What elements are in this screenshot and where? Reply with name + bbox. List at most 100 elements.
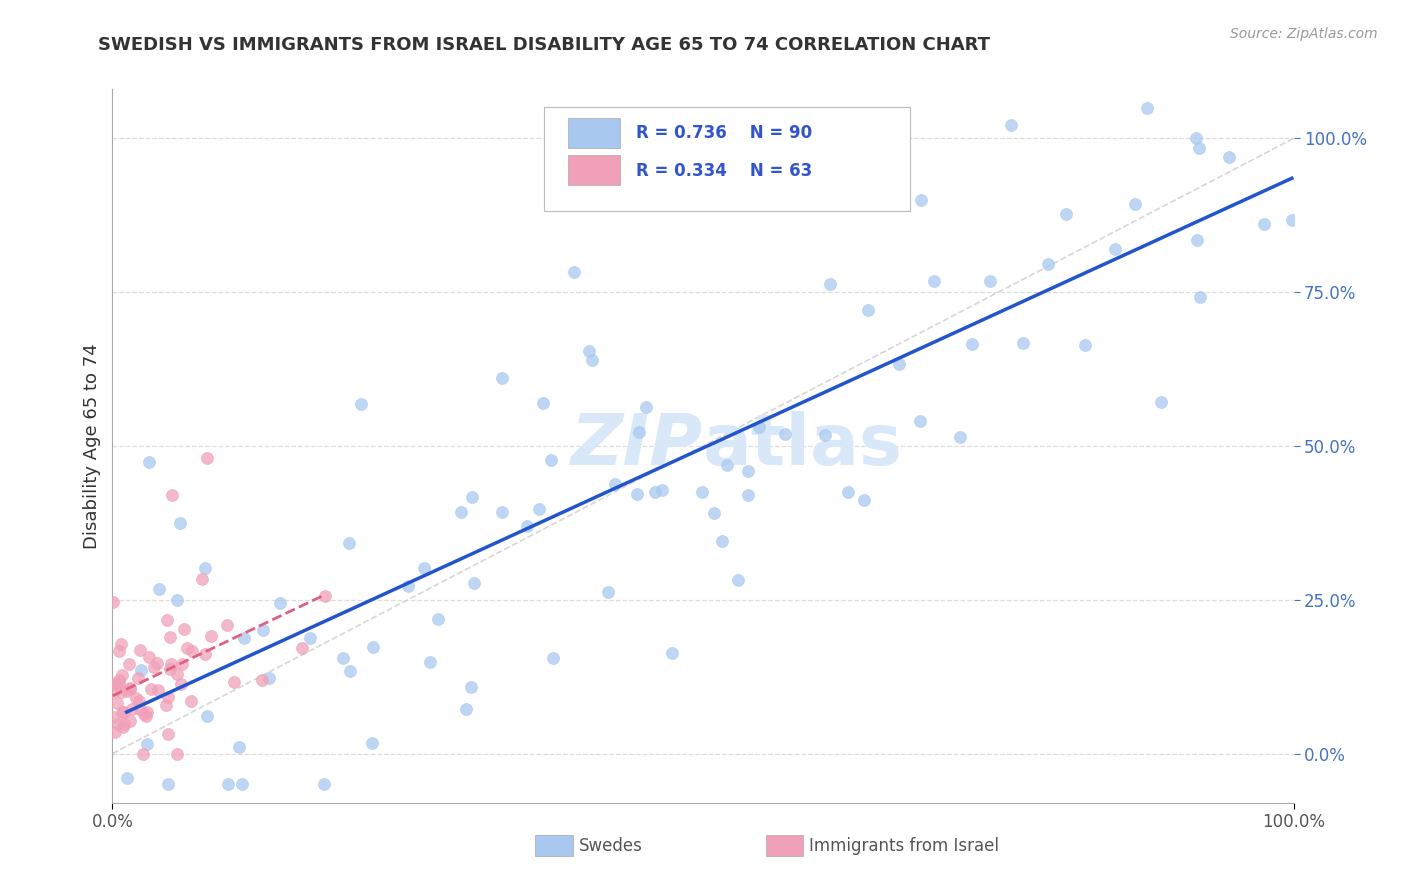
Point <box>135 737 157 751</box>
FancyBboxPatch shape <box>568 155 620 185</box>
Point <box>194 560 217 574</box>
Point <box>104 677 127 691</box>
Point <box>314 589 336 603</box>
Point <box>419 655 441 669</box>
Point <box>1074 337 1097 351</box>
Point <box>138 650 160 665</box>
Point <box>853 493 876 508</box>
Point <box>737 465 759 479</box>
Point <box>138 455 160 469</box>
Text: Source: ZipAtlas.com: Source: ZipAtlas.com <box>1230 27 1378 41</box>
FancyBboxPatch shape <box>544 107 910 211</box>
Point <box>257 671 280 685</box>
Point <box>159 630 181 644</box>
Point <box>716 458 738 473</box>
Point <box>200 629 222 643</box>
Point <box>628 425 651 439</box>
Point <box>339 664 361 678</box>
Point <box>110 684 132 698</box>
Text: SWEDISH VS IMMIGRANTS FROM ISRAEL DISABILITY AGE 65 TO 74 CORRELATION CHART: SWEDISH VS IMMIGRANTS FROM ISRAEL DISABI… <box>98 36 990 54</box>
Point <box>104 724 127 739</box>
Point <box>461 490 484 504</box>
Point <box>159 657 181 671</box>
Point <box>737 488 759 502</box>
Point <box>581 353 603 368</box>
Point <box>166 667 188 681</box>
Point <box>159 661 181 675</box>
Point <box>101 594 124 608</box>
Point <box>361 640 384 655</box>
Point <box>1281 213 1303 227</box>
Point <box>121 701 143 715</box>
Point <box>491 505 513 519</box>
Point <box>128 694 150 708</box>
Point <box>1185 233 1208 247</box>
Point <box>1104 242 1126 256</box>
Point <box>120 714 142 728</box>
Point <box>156 690 179 704</box>
Point <box>117 684 139 698</box>
Point <box>350 397 373 411</box>
Point <box>110 637 132 651</box>
Point <box>626 486 648 500</box>
Point <box>129 663 152 677</box>
Point <box>748 420 770 434</box>
Point <box>922 274 945 288</box>
Point <box>337 536 360 550</box>
Point <box>603 476 626 491</box>
Point <box>949 430 972 444</box>
Point <box>269 597 291 611</box>
Point <box>146 683 169 698</box>
Point <box>860 191 883 205</box>
Point <box>578 344 600 359</box>
Text: Swedes: Swedes <box>579 838 643 855</box>
Point <box>135 709 157 723</box>
Point <box>172 657 194 672</box>
Point <box>233 632 256 646</box>
Point <box>141 682 163 697</box>
Point <box>127 671 149 685</box>
Point <box>516 519 538 533</box>
Point <box>651 483 673 497</box>
Point <box>195 708 218 723</box>
Point <box>598 585 620 599</box>
Point <box>170 677 193 691</box>
Point <box>107 716 129 731</box>
Point <box>166 592 188 607</box>
Point <box>112 706 135 720</box>
Point <box>529 501 551 516</box>
FancyBboxPatch shape <box>568 118 620 148</box>
Point <box>120 681 142 695</box>
Point <box>1253 218 1275 232</box>
Point <box>837 484 859 499</box>
Text: ZIP: ZIP <box>571 411 703 481</box>
Point <box>692 485 714 500</box>
Point <box>460 680 482 694</box>
Point <box>644 485 666 500</box>
Point <box>228 739 250 754</box>
Point <box>195 451 218 466</box>
Point <box>710 534 733 549</box>
Point <box>1188 141 1211 155</box>
Point <box>101 709 124 723</box>
Point <box>727 573 749 587</box>
Text: R = 0.736    N = 90: R = 0.736 N = 90 <box>636 125 811 143</box>
Point <box>541 650 564 665</box>
Point <box>1123 196 1146 211</box>
Point <box>103 684 125 698</box>
Point <box>112 717 135 731</box>
Point <box>562 265 585 279</box>
Point <box>1185 131 1208 145</box>
Point <box>332 651 354 665</box>
Point <box>105 696 128 710</box>
Point <box>111 705 134 719</box>
Point <box>156 613 179 627</box>
Point <box>194 647 217 661</box>
Point <box>820 277 842 292</box>
Point <box>128 702 150 716</box>
Point <box>1036 257 1059 271</box>
Point <box>107 673 129 687</box>
Point <box>250 673 273 688</box>
Point <box>120 681 142 696</box>
Text: R = 0.334    N = 63: R = 0.334 N = 63 <box>636 161 811 179</box>
